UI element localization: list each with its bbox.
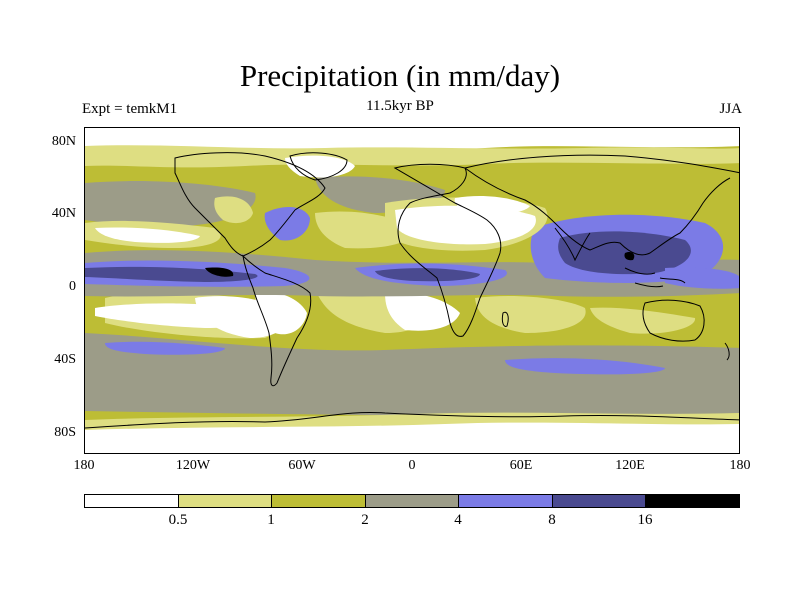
sahara-very-dry — [395, 205, 536, 245]
map-canvas — [85, 128, 739, 453]
colorbar-swatch-2 — [272, 495, 366, 507]
madagascar-coast — [501, 311, 509, 327]
colorbar-swatch-4 — [459, 495, 553, 507]
season-label: JJA — [719, 101, 742, 117]
lat-label-40s: 40S — [54, 352, 76, 367]
lon-label-120e: 120E — [615, 458, 645, 473]
precipitation-map — [84, 127, 740, 454]
coastlines — [85, 152, 739, 429]
lon-label-60e: 60E — [509, 458, 533, 473]
north-america-coast — [174, 152, 326, 257]
colorbar-label-16: 16 — [637, 512, 653, 528]
lon-label-120w: 120W — [175, 458, 211, 473]
colorbar-swatch-6 — [646, 495, 740, 507]
colorbar-label-1: 1 — [267, 512, 275, 528]
experiment-label: Expt = temkM1 — [82, 101, 178, 117]
colorbar-swatch-1 — [178, 495, 273, 507]
pacific-itcz-max — [205, 267, 234, 277]
lat-label-40n: 40N — [51, 206, 76, 221]
north-pacific-wet — [85, 181, 256, 227]
south-america-very-dry — [255, 291, 307, 335]
lon-label-0: 0 — [408, 458, 416, 473]
lat-label-0: 0 — [69, 279, 76, 294]
maritime-continent-coast — [624, 267, 686, 288]
south-pacific-storm-track — [105, 341, 225, 355]
arctic-very-dry — [85, 128, 739, 152]
colorbar-label-0-5: 0.5 — [168, 512, 188, 528]
period-label: 11.5kyr BP — [366, 98, 434, 114]
lon-label-180e: 180 — [729, 458, 751, 473]
africa-coast — [393, 163, 502, 337]
western-us-dry — [214, 196, 253, 224]
colorbar-label-2: 2 — [361, 512, 369, 528]
lat-label-80n: 80N — [51, 134, 76, 149]
australia-coast — [642, 299, 705, 342]
colorbar-swatch-3 — [365, 495, 460, 507]
south-america-coast — [242, 254, 312, 387]
mediterranean-very-dry — [454, 195, 530, 215]
greenland-coast — [289, 152, 348, 181]
colorbar-swatch-5 — [552, 495, 647, 507]
colorbar-label-4: 4 — [454, 512, 462, 528]
india-coast — [554, 227, 591, 262]
atlantic-africa-itcz-core — [375, 268, 480, 282]
southern-wet-fill — [85, 353, 739, 403]
lat-label-80s: 80S — [54, 425, 76, 440]
new-zealand-coast — [724, 342, 730, 361]
asian-monsoon-max — [624, 251, 635, 261]
north-pacific-very-dry — [95, 227, 200, 243]
map-title: Precipitation (in mm/day) — [239, 58, 561, 93]
lon-label-180w: 180 — [73, 458, 95, 473]
gulf-stream-wet — [264, 206, 310, 241]
asia-coast — [464, 154, 739, 256]
colorbar — [84, 494, 740, 508]
south-indian-storm-track — [505, 358, 665, 375]
colorbar-label-8: 8 — [548, 512, 556, 528]
lon-label-60w: 60W — [288, 458, 316, 473]
australia-dry-margin — [590, 307, 696, 334]
antarctic-very-dry — [85, 422, 739, 453]
greenland-very-dry — [285, 155, 355, 178]
west-pacific-wet — [665, 267, 739, 289]
antarctica-coast — [85, 411, 739, 429]
asian-monsoon-core — [558, 231, 691, 275]
arctic-dry-margin — [85, 145, 739, 168]
south-atlantic-very-dry — [385, 292, 460, 331]
colorbar-swatch-0 — [85, 495, 179, 507]
